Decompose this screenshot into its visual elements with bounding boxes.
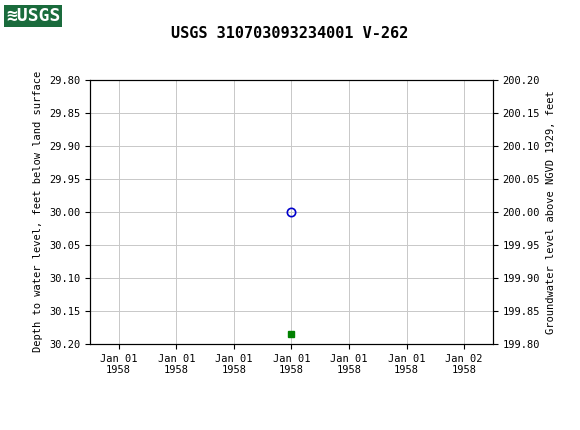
Text: USGS 310703093234001 V-262: USGS 310703093234001 V-262 [171, 26, 409, 41]
Y-axis label: Depth to water level, feet below land surface: Depth to water level, feet below land su… [34, 71, 44, 353]
Text: ≋USGS: ≋USGS [6, 7, 60, 25]
Y-axis label: Groundwater level above NGVD 1929, feet: Groundwater level above NGVD 1929, feet [546, 90, 556, 334]
